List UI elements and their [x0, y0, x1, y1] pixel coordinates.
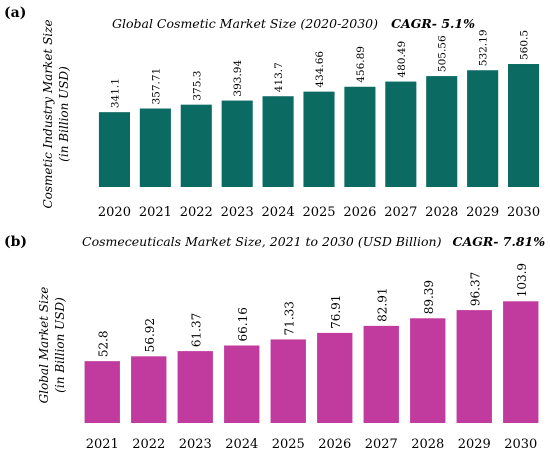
panel-b-title-main: Cosmeceuticals Market Size, 2021 to 2030…: [82, 234, 442, 249]
x-tick-2024: 2024: [225, 437, 258, 452]
value-label-2026: 456.89: [355, 46, 367, 83]
value-label-2022: 56.92: [143, 318, 157, 352]
x-tick-2030: 2030: [507, 205, 540, 220]
value-label-2025: 71.33: [282, 301, 296, 335]
bar-2024: [262, 96, 294, 187]
value-label-2030: 103.9: [515, 263, 529, 297]
x-tick-2025: 2025: [302, 205, 335, 220]
value-label-2023: 393.94: [232, 60, 244, 97]
value-label-2021: 52.8: [96, 330, 110, 357]
bar-2029: [467, 70, 499, 187]
bar-2023: [177, 351, 213, 423]
bar-2027: [363, 325, 399, 423]
value-label-2028: 89.39: [422, 280, 436, 314]
panel-a-title: Global Cosmetic Market Size (2020-2030) …: [112, 13, 475, 32]
panel-b-value-labels: 52.8 56.92 61.37 66.16 71.33 76.91 82.91 89.39 9…: [96, 263, 529, 357]
value-label-2030: 560.5: [519, 30, 531, 60]
panel-a-ylabel-line1: Cosmetic Industry Market Size: [41, 19, 55, 208]
bar-2026: [317, 332, 353, 423]
panel-a: (a) Global Cosmetic Market Size (2020-20…: [4, 5, 540, 220]
value-label-2025: 434.66: [314, 51, 326, 88]
bar-2022: [180, 104, 212, 187]
bar-2025: [270, 339, 306, 423]
panel-a-title-main: Global Cosmetic Market Size (2020-2030): [112, 16, 378, 31]
panel-b-title: Cosmeceuticals Market Size, 2021 to 2030…: [82, 231, 545, 250]
value-label-2028: 505.56: [437, 35, 449, 72]
value-label-2024: 413.7: [273, 62, 285, 92]
x-tick-2021: 2021: [86, 437, 119, 452]
value-label-2020: 341.1: [109, 78, 121, 108]
x-tick-2020: 2020: [98, 205, 131, 220]
bar-2029: [456, 310, 492, 423]
bar-2027: [385, 81, 417, 187]
x-tick-2024: 2024: [262, 205, 295, 220]
x-tick-2027: 2027: [384, 205, 417, 220]
x-tick-2030: 2030: [504, 437, 537, 452]
panel-b: (b) Cosmeceuticals Market Size, 2021 to …: [4, 231, 545, 452]
x-tick-2022: 2022: [180, 205, 213, 220]
panel-a-ylabel-line2: (in Billion USD): [57, 66, 71, 162]
bar-2026: [344, 86, 376, 187]
value-label-2022: 375.3: [191, 71, 203, 101]
panel-b-bars: [84, 301, 539, 423]
x-tick-2027: 2027: [365, 437, 398, 452]
x-tick-2026: 2026: [318, 437, 351, 452]
panel-b-ylabel-line1: Global Market Size: [37, 287, 51, 404]
panel-a-x-tick-labels: 2020 2021 2022 2023 2024 2025 2026 2027 2028 2029…: [98, 205, 540, 220]
x-tick-2022: 2022: [132, 437, 165, 452]
value-label-2024: 66.16: [236, 307, 250, 341]
x-tick-2028: 2028: [425, 205, 458, 220]
bar-2021: [84, 361, 120, 423]
value-label-2021: 357.71: [150, 68, 162, 105]
x-tick-2028: 2028: [411, 437, 444, 452]
panel-b-x-tick-labels: 2021 2022 2023 2024 2025 2026 2027 2028 2029 2030: [86, 437, 538, 452]
panel-a-bars: [98, 64, 540, 187]
bar-2022: [131, 356, 167, 423]
value-label-2026: 76.91: [329, 295, 343, 329]
bar-2030: [508, 64, 540, 187]
x-tick-2029: 2029: [466, 205, 499, 220]
x-tick-2026: 2026: [343, 205, 376, 220]
x-tick-2029: 2029: [458, 437, 491, 452]
value-label-2027: 480.49: [396, 41, 408, 78]
bar-2028: [426, 76, 458, 187]
x-tick-2025: 2025: [272, 437, 305, 452]
bar-2023: [221, 100, 253, 187]
panel-b-ylabel-line2: (in Billion USD): [53, 297, 67, 393]
bar-2021: [139, 108, 171, 187]
bar-2024: [224, 345, 260, 423]
bar-2028: [410, 318, 446, 423]
panel-a-label: (a): [4, 5, 26, 21]
bar-2025: [303, 91, 335, 187]
value-label-2029: 96.37: [468, 272, 482, 306]
x-tick-2021: 2021: [139, 205, 172, 220]
x-tick-2023: 2023: [179, 437, 212, 452]
value-label-2029: 532.19: [478, 29, 490, 66]
panel-b-label: (b): [4, 234, 27, 250]
bar-2030: [503, 301, 539, 423]
panel-a-title-cagr: CAGR- 5.1%: [391, 16, 475, 31]
value-label-2023: 61.37: [189, 313, 203, 347]
bar-2020: [98, 112, 130, 187]
panel-b-title-cagr: CAGR- 7.81%: [453, 234, 546, 249]
panel-a-value-labels: 341.1 357.71 375.3 393.94 413.7 434.66 456.89 4…: [109, 29, 530, 108]
x-tick-2023: 2023: [221, 205, 254, 220]
value-label-2027: 82.91: [375, 288, 389, 322]
